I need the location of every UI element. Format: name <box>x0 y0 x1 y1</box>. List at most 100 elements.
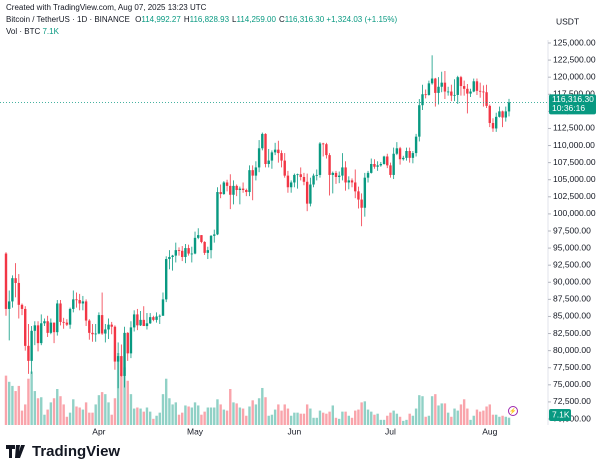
candle-body <box>421 94 424 106</box>
candle-body <box>33 325 37 331</box>
volume-bar <box>498 416 501 425</box>
volume-bar <box>27 378 30 425</box>
candle-body <box>257 148 261 168</box>
logo: TradingView <box>6 443 120 460</box>
volume-bar <box>62 404 65 425</box>
candle-body <box>318 143 322 175</box>
volume-bar <box>434 394 437 425</box>
candle-body <box>190 253 194 255</box>
candle-body <box>187 248 190 254</box>
candle-body <box>450 91 453 96</box>
y-tick-label: 107,500.00 <box>553 157 596 167</box>
y-tick-label: 105,000.00 <box>553 174 596 184</box>
candle-body <box>392 153 395 175</box>
volume-bar <box>78 407 81 425</box>
volume-bar <box>472 415 475 425</box>
candle-body <box>376 165 379 167</box>
candle-body <box>334 172 338 177</box>
volume-bar <box>203 411 206 425</box>
candle-body <box>241 188 245 190</box>
candle-body <box>52 322 56 333</box>
candle-body <box>139 319 142 326</box>
y-tick-label: 85,000.00 <box>553 311 591 321</box>
x-tick-label: May <box>187 426 204 436</box>
candle-body <box>507 102 511 112</box>
volume-bar <box>68 412 72 425</box>
candle-body <box>88 320 91 333</box>
candle-body <box>107 324 110 330</box>
volume-value: 7.1K <box>42 27 59 36</box>
volume-bar <box>257 398 261 425</box>
candle-body <box>132 314 136 328</box>
candle-body <box>498 111 501 117</box>
volume-bar <box>216 399 219 425</box>
candle-body <box>145 323 149 327</box>
candle-body <box>238 188 242 190</box>
volume-bar <box>107 402 110 425</box>
candle-body <box>267 160 270 165</box>
x-tick-label: Apr <box>92 426 105 436</box>
candle-body <box>462 86 466 89</box>
candle-body <box>219 192 222 195</box>
volume-bar <box>174 402 178 425</box>
candle-body <box>46 321 49 333</box>
candle-body <box>229 185 232 195</box>
volume-bar <box>100 392 104 425</box>
candle-body <box>472 81 475 92</box>
y-tick-label: 80,000.00 <box>553 345 591 355</box>
candle-body <box>488 105 491 123</box>
candle-body <box>277 149 280 154</box>
candle-body <box>161 299 165 316</box>
volume-bar <box>305 404 309 425</box>
ohlc: O114,992.27 H116,828.93 L114,259.00 C116,31… <box>132 15 324 24</box>
candle-layer <box>4 55 511 389</box>
volume-bar <box>293 412 296 425</box>
candle-body <box>414 136 418 154</box>
x-tick-label: Jun <box>287 426 301 436</box>
volume-bar <box>386 415 389 425</box>
volume-bar <box>97 395 101 425</box>
candle-body <box>65 322 69 325</box>
volume-bar <box>296 412 299 425</box>
y-tick-label: 125,000.00 <box>553 37 596 47</box>
ohlc-value: 116,828.93 <box>189 15 230 24</box>
y-tick-label: 122,500.00 <box>553 54 596 64</box>
candle-body <box>305 181 309 204</box>
volume-bar <box>30 371 33 425</box>
event-marker[interactable] <box>508 406 518 416</box>
volume-bar <box>450 416 453 425</box>
ohlc-value: 114,259.00 <box>236 15 276 24</box>
candle-body <box>193 237 197 254</box>
volume-bar <box>232 402 235 425</box>
volume-bar <box>222 409 226 425</box>
logo-icon <box>6 445 25 458</box>
candle-body <box>408 151 411 158</box>
volume-bar <box>482 410 485 425</box>
volume-bar <box>225 410 229 425</box>
volume-bar <box>302 413 306 425</box>
volume-bar <box>507 417 511 425</box>
candle-body <box>232 185 235 195</box>
candle-body <box>4 253 8 309</box>
volume-bar <box>273 409 277 425</box>
volume-bar <box>187 406 190 425</box>
header: Created with TradingView.com, Aug 07, 20… <box>6 2 397 38</box>
volume-bar <box>478 411 482 425</box>
candle-body <box>181 250 184 257</box>
candle-body <box>27 345 30 361</box>
volume-bar <box>440 403 443 425</box>
candle-body <box>478 90 482 92</box>
candle-body <box>142 319 145 327</box>
candle-body <box>459 77 463 87</box>
volume-bar <box>197 405 200 425</box>
volume-bar <box>8 381 11 425</box>
candle-body <box>235 185 238 190</box>
volume-bar <box>398 416 402 425</box>
candle-body <box>203 241 206 253</box>
volume-bar <box>408 413 411 425</box>
volume-bar <box>49 402 53 425</box>
candle-body <box>168 256 171 260</box>
candle-body <box>177 250 181 251</box>
candle-body <box>466 88 469 94</box>
